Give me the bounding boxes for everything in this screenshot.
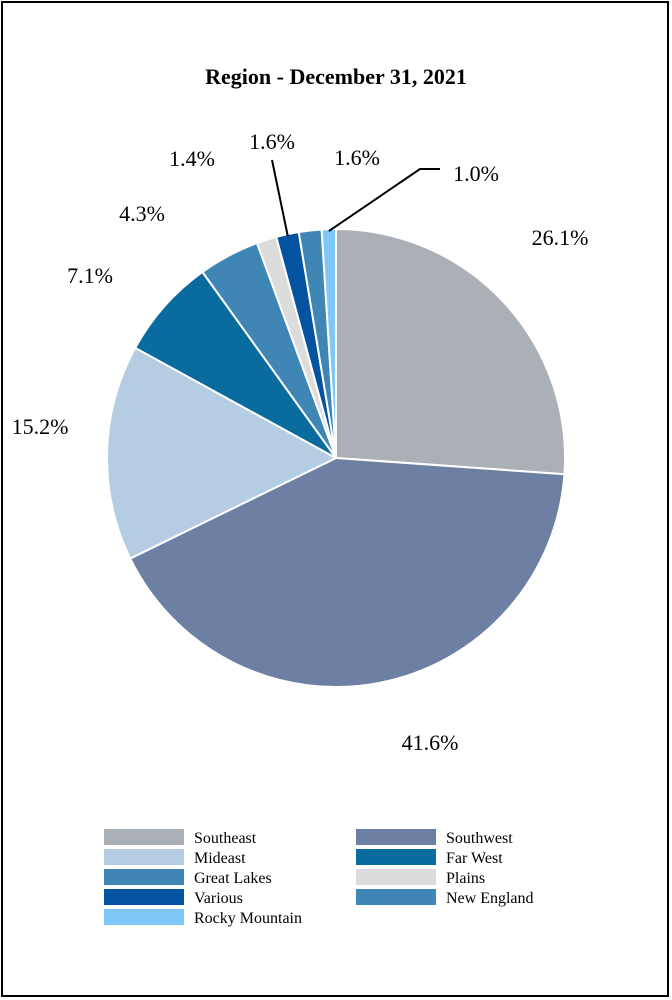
data-label-new-england: 1.6% [334, 145, 380, 170]
legend-label-plains: Plains [446, 870, 485, 887]
legend-swatch-rocky-mountain [104, 909, 184, 925]
leader-line-rocky-mountain [328, 168, 440, 232]
legend-swatch-southwest [356, 829, 436, 845]
legend-label-great-lakes: Great Lakes [194, 870, 272, 887]
legend-swatch-southeast [104, 829, 184, 845]
data-label-great-lakes: 4.3% [119, 201, 165, 226]
data-label-various: 1.6% [249, 129, 295, 154]
data-label-far-west: 7.1% [67, 263, 113, 288]
legend-swatch-mideast [104, 849, 184, 865]
data-label-rocky-mountain: 1.0% [453, 161, 499, 186]
legend-swatch-far-west [356, 849, 436, 865]
data-label-southeast: 26.1% [532, 225, 589, 250]
data-label-mideast: 15.2% [12, 414, 69, 439]
legend-swatch-plains [356, 869, 436, 885]
pie-slice-rocky-mountain [320, 227, 337, 459]
legend-swatch-great-lakes [104, 869, 184, 885]
legend-label-new-england: New England [446, 890, 534, 907]
data-label-southwest: 41.6% [402, 730, 459, 755]
data-labels: 26.1% 41.6% 15.2% 7.1% 4.3% 1.4% 1.6% 1.6% 1.0% [12, 129, 589, 755]
chart-title: Region - December 31, 2021 [205, 64, 467, 89]
pie-slice-southeast [335, 227, 566, 476]
pie-slice-southwest [128, 456, 566, 688]
legend-label-various: Various [194, 890, 243, 907]
legend-label-southeast: Southeast [194, 830, 257, 847]
legend: Southeast Mideast Great Lakes Various Rocky … [104, 829, 534, 927]
leader-lines [271, 159, 440, 237]
pie-slices [106, 227, 566, 688]
legend-label-mideast: Mideast [194, 850, 246, 867]
legend-label-rocky-mountain: Rocky Mountain [194, 910, 302, 927]
data-label-plains: 1.4% [169, 146, 215, 171]
pie-slice-mideast [106, 346, 339, 560]
leader-line-various [271, 159, 289, 237]
legend-label-southwest: Southwest [446, 830, 513, 847]
legend-swatch-various [104, 889, 184, 905]
legend-swatch-new-england [356, 889, 436, 905]
pie-slice-far-west [133, 270, 337, 459]
legend-label-far-west: Far West [446, 850, 503, 867]
